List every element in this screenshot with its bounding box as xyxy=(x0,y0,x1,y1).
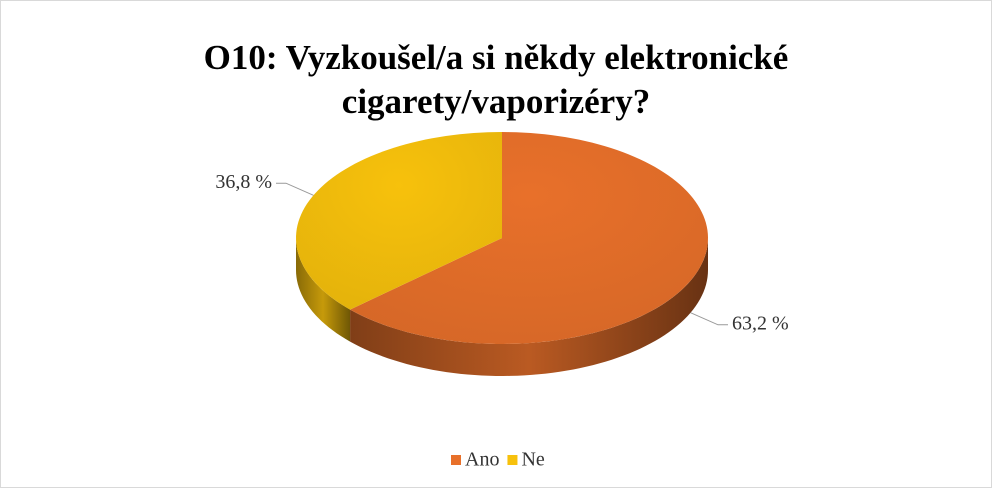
legend-label: Ano xyxy=(465,449,499,471)
slice xyxy=(350,132,708,344)
leader-line xyxy=(276,182,314,196)
data-label: 36,8 % xyxy=(215,171,272,193)
leader-line xyxy=(690,312,728,326)
legend-swatch xyxy=(451,455,461,465)
legend-label: Ne xyxy=(521,449,544,471)
slice-side xyxy=(296,238,351,342)
slice-side xyxy=(350,238,708,376)
chart-title: O10: Vyzkoušel/a si někdy elektronické c… xyxy=(203,38,789,121)
slice xyxy=(296,132,502,310)
data-label: 63,2 % xyxy=(732,312,789,334)
legend-swatch xyxy=(507,455,518,465)
